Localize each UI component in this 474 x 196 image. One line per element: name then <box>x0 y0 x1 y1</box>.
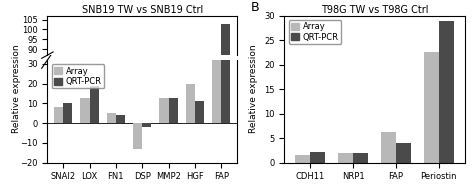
Bar <box>107 113 116 123</box>
Bar <box>186 187 195 196</box>
Y-axis label: Relative expression: Relative expression <box>249 45 258 133</box>
Text: B: B <box>251 1 260 14</box>
Bar <box>54 107 63 123</box>
Bar <box>295 155 310 163</box>
Bar <box>195 102 204 123</box>
Bar <box>80 98 90 123</box>
Bar <box>310 152 325 163</box>
Bar <box>116 115 125 123</box>
Bar <box>186 84 195 123</box>
Bar <box>221 0 230 123</box>
Legend: Array, QRT-PCR: Array, QRT-PCR <box>289 20 341 44</box>
Bar <box>439 21 454 163</box>
Bar <box>133 123 142 149</box>
Bar <box>338 153 353 163</box>
Bar <box>353 153 368 163</box>
Bar <box>90 189 99 196</box>
Bar <box>90 86 99 123</box>
Bar <box>159 98 169 123</box>
Bar <box>142 123 151 127</box>
Bar <box>169 98 178 123</box>
Bar <box>396 143 411 163</box>
Bar <box>63 103 73 123</box>
Text: Relative expression: Relative expression <box>12 45 21 133</box>
Bar <box>381 132 396 163</box>
Bar <box>424 52 439 163</box>
Bar <box>221 24 230 196</box>
Bar <box>212 54 221 123</box>
Bar <box>212 158 221 196</box>
Legend: Array, QRT-PCR: Array, QRT-PCR <box>52 64 104 88</box>
Title: SNB19 TW vs SNB19 Ctrl: SNB19 TW vs SNB19 Ctrl <box>82 5 203 15</box>
Title: T98G TW vs T98G Ctrl: T98G TW vs T98G Ctrl <box>321 5 428 15</box>
